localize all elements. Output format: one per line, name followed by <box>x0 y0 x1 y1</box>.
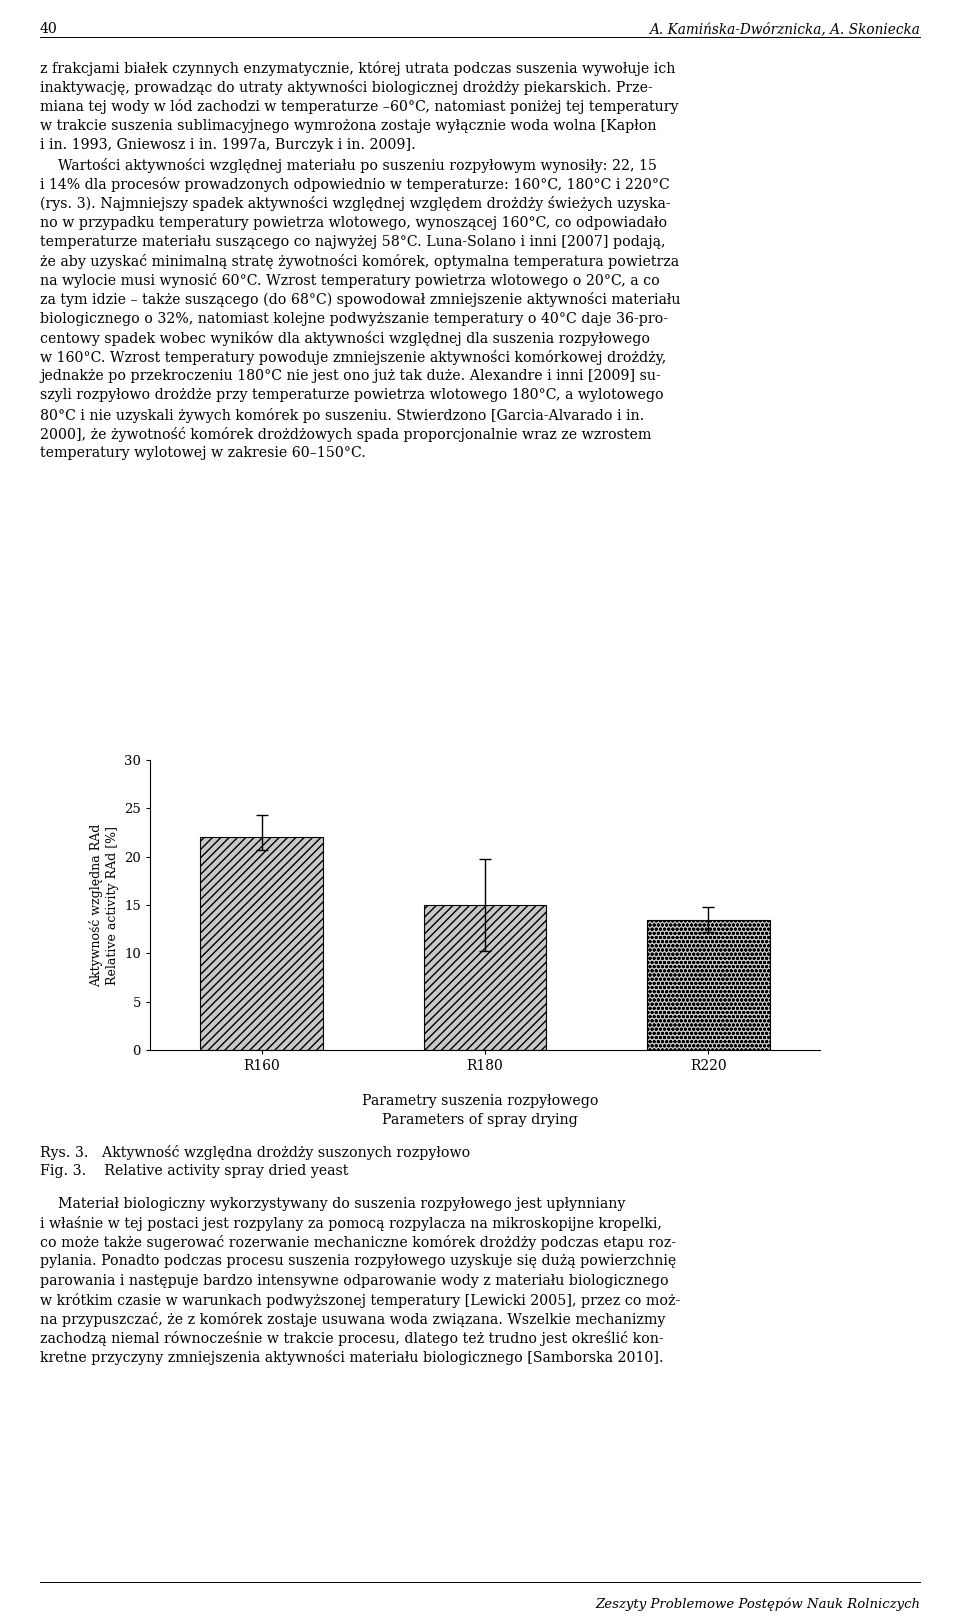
Text: co może także sugerować rozerwanie mechaniczne komórek drożdży podczas etapu roz: co może także sugerować rozerwanie mecha… <box>40 1235 676 1250</box>
Text: na wylocie musi wynosić 60°C. Wzrost temperatury powietrza wlotowego o 20°C, a c: na wylocie musi wynosić 60°C. Wzrost tem… <box>40 274 660 288</box>
Text: szyli rozpyłowo drożdże przy temperaturze powietrza wlotowego 180°C, a wylotoweg: szyli rozpyłowo drożdże przy temperaturz… <box>40 389 663 403</box>
Text: 2000], że żywotność komórek drożdżowych spada proporcjonalnie wraz ze wzrostem: 2000], że żywotność komórek drożdżowych … <box>40 427 652 442</box>
Text: (rys. 3). Najmniejszy spadek aktywności względnej względem drożdży świeżych uzys: (rys. 3). Najmniejszy spadek aktywności … <box>40 196 671 212</box>
Text: inaktywację, prowadząc do utraty aktywności biologicznej drożdży piekarskich. Pr: inaktywację, prowadząc do utraty aktywno… <box>40 81 653 96</box>
Text: A. Kamińska-Dwórznicka, A. Skoniecka: A. Kamińska-Dwórznicka, A. Skoniecka <box>649 23 920 36</box>
Text: 40: 40 <box>40 23 58 36</box>
Text: i 14% dla procesów prowadzonych odpowiednio w temperaturze: 160°C, 180°C i 220°C: i 14% dla procesów prowadzonych odpowied… <box>40 176 670 193</box>
Text: temperatury wylotowej w zakresie 60–150°C.: temperatury wylotowej w zakresie 60–150°… <box>40 445 366 460</box>
Text: Parameters of spray drying: Parameters of spray drying <box>382 1112 578 1127</box>
Text: Wartości aktywności względnej materiału po suszeniu rozpyłowym wynosiły: 22, 15: Wartości aktywności względnej materiału … <box>40 159 657 173</box>
Text: Zeszyty Problemowe Postępów Nauk Rolniczych: Zeszyty Problemowe Postępów Nauk Rolnicz… <box>595 1596 920 1611</box>
Text: centowy spadek wobec wyników dla aktywności względnej dla suszenia rozpyłowego: centowy spadek wobec wyników dla aktywno… <box>40 330 650 346</box>
Text: miana tej wody w lód zachodzi w temperaturze –60°C, natomiast poniżej tej temper: miana tej wody w lód zachodzi w temperat… <box>40 99 679 115</box>
Text: no w przypadku temperatury powietrza wlotowego, wynoszącej 160°C, co odpowiadało: no w przypadku temperatury powietrza wlo… <box>40 215 667 230</box>
Text: w 160°C. Wzrost temperatury powoduje zmniejszenie aktywności komórkowej drożdży,: w 160°C. Wzrost temperatury powoduje zmn… <box>40 350 666 364</box>
Text: za tym idzie – także suszącego (do 68°C) spowodował zmniejszenie aktywności mate: za tym idzie – także suszącego (do 68°C)… <box>40 293 681 308</box>
Y-axis label: Aktywność względna RAd
Relative activity RAd [%]: Aktywność względna RAd Relative activity… <box>89 824 118 986</box>
Text: w trakcie suszenia sublimacyjnego wymrożona zostaje wyłącznie woda wolna [Kapłon: w trakcie suszenia sublimacyjnego wymroż… <box>40 118 657 133</box>
Text: w krótkim czasie w warunkach podwyższonej temperatury [Lewicki 2005], przez co m: w krótkim czasie w warunkach podwyższone… <box>40 1294 681 1308</box>
Text: biologicznego o 32%, natomiast kolejne podwyższanie temperatury o 40°C daje 36-p: biologicznego o 32%, natomiast kolejne p… <box>40 311 668 325</box>
Bar <box>647 920 770 1051</box>
Text: Materiał biologiczny wykorzystywany do suszenia rozpyłowego jest upłynniany: Materiał biologiczny wykorzystywany do s… <box>40 1196 625 1211</box>
Text: 80°C i nie uzyskali żywych komórek po suszeniu. Stwierdzono [Garcia-Alvarado i i: 80°C i nie uzyskali żywych komórek po su… <box>40 408 644 423</box>
Text: temperaturze materiału suszącego co najwyżej 58°C. Luna-Solano i inni [2007] pod: temperaturze materiału suszącego co najw… <box>40 235 665 249</box>
Bar <box>423 905 546 1051</box>
Text: jednakże po przekroczeniu 180°C nie jest ono już tak duże. Alexandre i inni [200: jednakże po przekroczeniu 180°C nie jest… <box>40 369 660 384</box>
Text: że aby uzyskać minimalną stratę żywotności komórek, optymalna temperatura powiet: że aby uzyskać minimalną stratę żywotnoś… <box>40 254 679 269</box>
Text: na przypuszczać, że z komórek zostaje usuwana woda związana. Wszelkie mechanizmy: na przypuszczać, że z komórek zostaje us… <box>40 1311 665 1328</box>
Text: parowania i następuje bardzo intensywne odparowanie wody z materiału biologiczne: parowania i następuje bardzo intensywne … <box>40 1274 668 1287</box>
Text: Parametry suszenia rozpyłowego: Parametry suszenia rozpyłowego <box>362 1094 598 1107</box>
Bar <box>201 837 324 1051</box>
Text: i in. 1993, Gniewosz i in. 1997a, Burczyk i in. 2009].: i in. 1993, Gniewosz i in. 1997a, Burczy… <box>40 138 416 152</box>
Text: z frakcjami białek czynnych enzymatycznie, której utrata podczas suszenia wywołu: z frakcjami białek czynnych enzymatyczni… <box>40 62 676 76</box>
Text: Fig. 3.    Relative activity spray dried yeast: Fig. 3. Relative activity spray dried ye… <box>40 1164 348 1179</box>
Text: Rys. 3.   Aktywność względna drożdży suszonych rozpyłowo: Rys. 3. Aktywność względna drożdży suszo… <box>40 1145 470 1159</box>
Text: zachodzą niemal równocześnie w trakcie procesu, dlatego też trudno jest określić: zachodzą niemal równocześnie w trakcie p… <box>40 1331 663 1347</box>
Text: kretne przyczyny zmniejszenia aktywności materiału biologicznego [Samborska 2010: kretne przyczyny zmniejszenia aktywności… <box>40 1350 663 1365</box>
Text: i właśnie w tej postaci jest rozpylany za pomocą rozpylacza na mikroskopijne kro: i właśnie w tej postaci jest rozpylany z… <box>40 1216 661 1230</box>
Text: pylania. Ponadto podczas procesu suszenia rozpyłowego uzyskuje się dużą powierzc: pylania. Ponadto podczas procesu suszeni… <box>40 1255 676 1268</box>
